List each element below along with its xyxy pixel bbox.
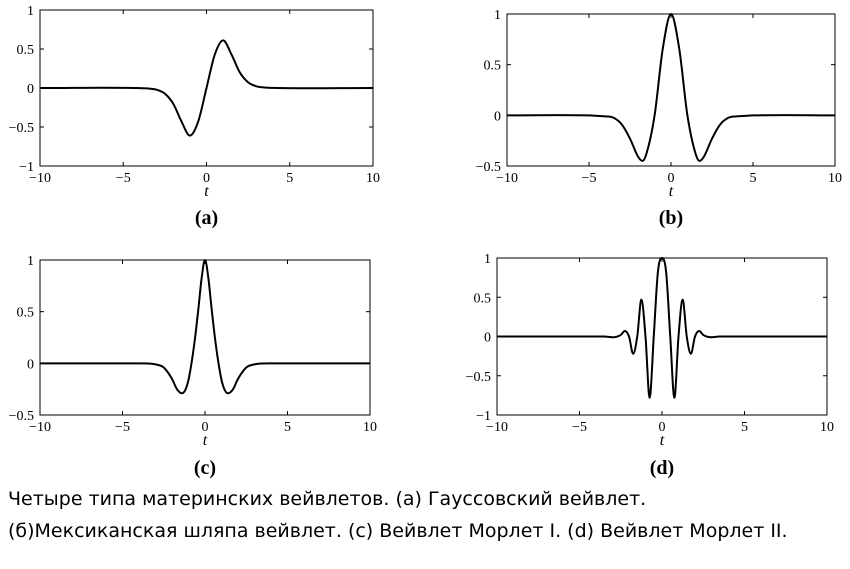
caption-line-1: Четыре типа материнских вейвлетов. (a) Г…: [8, 488, 647, 510]
panel-0-xtick-label: −10: [29, 171, 51, 186]
panel-3-xtick-label: 5: [741, 420, 748, 435]
panel-0-ytick-label: −1: [19, 160, 34, 175]
panel-2-ytick-label: −0.5: [9, 409, 34, 424]
panel-2-ytick-label: 0: [27, 357, 34, 372]
panel-0-ytick-label: −0.5: [9, 121, 34, 136]
panel-0-xlabel: t: [204, 183, 209, 200]
panel-1-ytick-label: −0.5: [476, 160, 501, 175]
panel-1-axes-frame: [506, 13, 836, 167]
panel-2-xtick-label: 0: [202, 420, 209, 435]
panel-0-xtick-label: 0: [203, 171, 210, 186]
panel-1-xtick-label: 5: [750, 171, 757, 186]
panel-2-axes-frame: [39, 259, 371, 416]
panel-2-xtick-label: −10: [29, 420, 51, 435]
panel-1-xtick-label: 0: [668, 171, 675, 186]
panel-2-xlabel: t: [203, 432, 208, 449]
panel-2-label: (c): [194, 457, 216, 479]
panel-2-xtick-label: −5: [115, 420, 130, 435]
panel-3-ytick-label: −1: [476, 409, 491, 424]
panel-1-ytick-label: 1: [494, 8, 501, 23]
panel-3-xtick-label: −5: [572, 420, 587, 435]
panel-0-series-line-0: [39, 39, 374, 137]
figure-caption: Четыре типа материнских вейвлетов. (a) Г…: [8, 483, 848, 547]
panel-2-xtick-label: 5: [284, 420, 291, 435]
panel-3-xtick-label: 10: [820, 420, 834, 435]
panel-1-ytick-label: 0: [494, 109, 501, 124]
panel-0-xtick-label: 5: [286, 171, 293, 186]
panel-1-label: (b): [659, 207, 683, 229]
panel-1-xlabel: t: [669, 183, 674, 200]
panel-1-xtick-label: −10: [496, 171, 518, 186]
panel-2-ytick-label: 0.5: [17, 306, 35, 321]
panel-3-xtick-label: 0: [659, 420, 666, 435]
panel-2-series-line-0: [39, 259, 370, 395]
panel-2-xtick-label: 10: [363, 420, 377, 435]
panel-3-series-line-0: [497, 257, 827, 399]
panel-0-xtick-label: −5: [116, 171, 131, 186]
panel-1-series-line-0: [506, 13, 836, 162]
panel-3-xtick-label: −10: [486, 420, 508, 435]
panel-0-ytick-label: 0: [27, 82, 34, 97]
panel-3-ytick-label: 0: [484, 331, 491, 346]
panel-3-ytick-label: 0.5: [474, 291, 492, 306]
panel-0-ytick-label: 1: [27, 4, 34, 19]
panel-1-ytick-label: 0.5: [484, 59, 502, 74]
panel-2-ytick-label: 1: [27, 254, 34, 269]
panel-1-xtick-label: 10: [828, 171, 842, 186]
panel-3-ytick-label: 1: [484, 252, 491, 267]
panel-1-xtick-label: −5: [582, 171, 597, 186]
panel-3-ytick-label: −0.5: [466, 370, 491, 385]
caption-line-2: (б)Мексиканская шляпа вейвлет. (с) Вейвл…: [8, 520, 788, 542]
panel-0-xtick-label: 10: [366, 171, 380, 186]
panel-0-ytick-label: 0.5: [17, 43, 35, 58]
panel-3-xlabel: t: [660, 432, 665, 449]
panel-3-label: (d): [650, 457, 674, 479]
panel-0-label: (a): [195, 207, 218, 229]
